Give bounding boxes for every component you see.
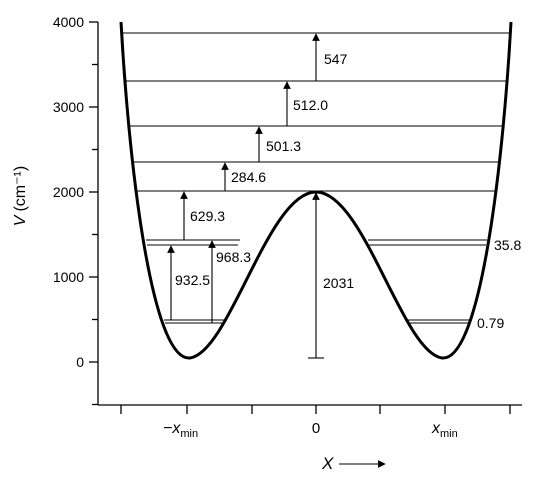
y-tick-label-0: 0 [76, 354, 84, 370]
splitting-label-358: 35.8 [494, 237, 521, 253]
x-tick-neg-xmin-sub: min [180, 428, 198, 440]
y-tick-label-3000: 3000 [53, 99, 84, 115]
y-axis-title: V (cm⁻¹) [12, 166, 29, 226]
transition-label-2031: 2031 [323, 275, 354, 291]
transition-label-501: 501.3 [266, 138, 301, 154]
y-axis-unit: (cm⁻¹) [12, 166, 29, 212]
x-tick-label-xmin: xmin [431, 420, 458, 440]
x-tick-label-zero: 0 [312, 420, 320, 437]
potential-curve [119, 21, 513, 360]
y-tick-label-4000: 4000 [53, 14, 84, 30]
x-tick-label-neg-xmin: −xmin [163, 420, 198, 440]
y-tick-label-2000: 2000 [53, 184, 84, 200]
transition-label-629: 629.3 [190, 208, 225, 224]
transition-label-547: 547 [324, 51, 348, 67]
y-axis-symbol: V [12, 214, 29, 226]
y-tick-label-1000: 1000 [53, 269, 84, 285]
splitting-label-079: 0.79 [477, 315, 504, 331]
transition-label-512: 512.0 [293, 97, 328, 113]
x-tick-xmin-main: x [431, 420, 441, 437]
transition-label-932: 932.5 [175, 272, 210, 288]
transition-label-968: 968.3 [216, 249, 251, 265]
x-axis-title: X [321, 454, 334, 473]
transition-label-284: 284.6 [231, 169, 266, 185]
x-tick-neg-xmin-main: −x [163, 420, 181, 437]
x-tick-xmin-sub: min [440, 428, 458, 440]
